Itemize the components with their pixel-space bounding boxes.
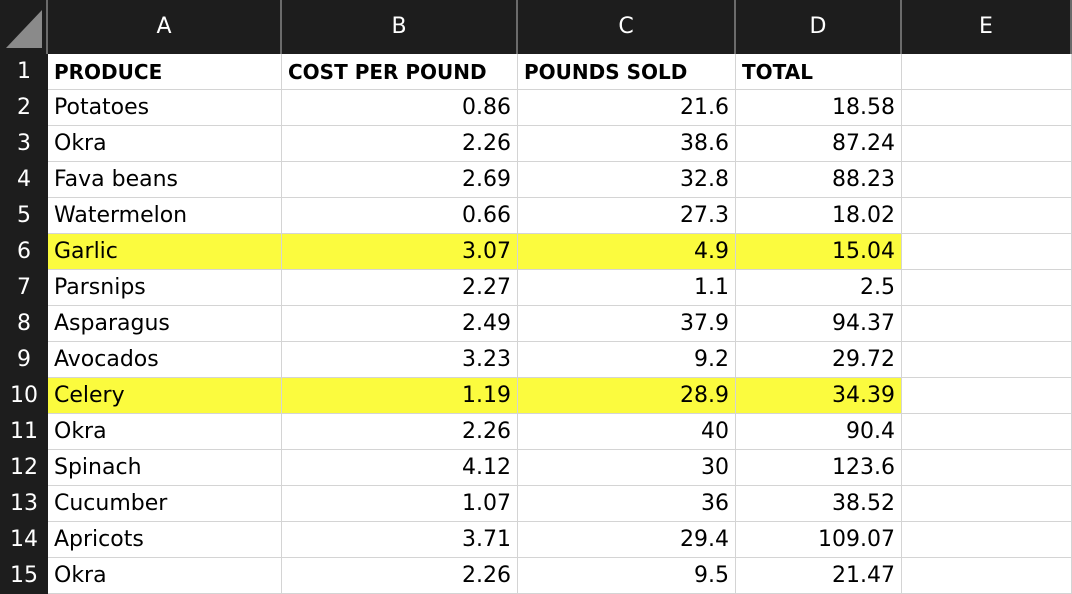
produce-cell[interactable]: Okra xyxy=(48,414,282,450)
total-cell[interactable]: 87.24 xyxy=(736,126,902,162)
cost-cell[interactable]: 2.27 xyxy=(282,270,518,306)
column-header-c[interactable]: C xyxy=(518,0,736,54)
produce-cell[interactable]: Celery xyxy=(48,378,282,414)
row-header-2[interactable]: 2 xyxy=(0,90,48,126)
produce-cell[interactable]: Okra xyxy=(48,558,282,594)
total-cell[interactable]: 94.37 xyxy=(736,306,902,342)
total-cell[interactable]: 88.23 xyxy=(736,162,902,198)
cost-cell[interactable]: 2.26 xyxy=(282,414,518,450)
pounds-cell[interactable]: 32.8 xyxy=(518,162,736,198)
produce-cell[interactable]: Avocados xyxy=(48,342,282,378)
header-cell-total[interactable]: TOTAL xyxy=(736,54,902,90)
empty-cell[interactable] xyxy=(902,270,1072,306)
pounds-cell[interactable]: 38.6 xyxy=(518,126,736,162)
row-header-3[interactable]: 3 xyxy=(0,126,48,162)
empty-cell[interactable] xyxy=(902,486,1072,522)
header-cell-pounds-sold[interactable]: POUNDS SOLD xyxy=(518,54,736,90)
produce-cell[interactable]: Watermelon xyxy=(48,198,282,234)
cost-cell[interactable]: 2.69 xyxy=(282,162,518,198)
produce-cell[interactable]: Spinach xyxy=(48,450,282,486)
row-header-4[interactable]: 4 xyxy=(0,162,48,198)
cost-cell[interactable]: 4.12 xyxy=(282,450,518,486)
empty-cell[interactable] xyxy=(902,558,1072,594)
column-header-b[interactable]: B xyxy=(282,0,518,54)
row-header-9[interactable]: 9 xyxy=(0,342,48,378)
cost-cell[interactable]: 2.49 xyxy=(282,306,518,342)
row-header-5[interactable]: 5 xyxy=(0,198,48,234)
produce-cell[interactable]: Okra xyxy=(48,126,282,162)
pounds-cell[interactable]: 1.1 xyxy=(518,270,736,306)
total-cell[interactable]: 38.52 xyxy=(736,486,902,522)
produce-cell[interactable]: Asparagus xyxy=(48,306,282,342)
produce-cell[interactable]: Garlic xyxy=(48,234,282,270)
pounds-cell[interactable]: 9.5 xyxy=(518,558,736,594)
empty-cell[interactable] xyxy=(902,414,1072,450)
total-cell[interactable]: 18.02 xyxy=(736,198,902,234)
cost-cell[interactable]: 3.07 xyxy=(282,234,518,270)
cost-cell[interactable]: 2.26 xyxy=(282,126,518,162)
pounds-cell[interactable]: 30 xyxy=(518,450,736,486)
corner-triangle-icon xyxy=(6,10,42,48)
produce-cell[interactable]: Fava beans xyxy=(48,162,282,198)
empty-cell[interactable] xyxy=(902,306,1072,342)
cost-cell[interactable]: 3.71 xyxy=(282,522,518,558)
row-header-7[interactable]: 7 xyxy=(0,270,48,306)
pounds-cell[interactable]: 40 xyxy=(518,414,736,450)
cost-cell[interactable]: 1.07 xyxy=(282,486,518,522)
pounds-cell[interactable]: 37.9 xyxy=(518,306,736,342)
produce-cell[interactable]: Parsnips xyxy=(48,270,282,306)
empty-cell[interactable] xyxy=(902,198,1072,234)
row-header-13[interactable]: 13 xyxy=(0,486,48,522)
empty-cell[interactable] xyxy=(902,234,1072,270)
header-cell-produce[interactable]: PRODUCE xyxy=(48,54,282,90)
total-cell[interactable]: 34.39 xyxy=(736,378,902,414)
pounds-cell[interactable]: 28.9 xyxy=(518,378,736,414)
pounds-cell[interactable]: 9.2 xyxy=(518,342,736,378)
cost-cell[interactable]: 3.23 xyxy=(282,342,518,378)
total-cell[interactable]: 123.6 xyxy=(736,450,902,486)
produce-cell[interactable]: Cucumber xyxy=(48,486,282,522)
row-header-8[interactable]: 8 xyxy=(0,306,48,342)
empty-cell[interactable] xyxy=(902,522,1072,558)
row-header-11[interactable]: 11 xyxy=(0,414,48,450)
pounds-cell[interactable]: 36 xyxy=(518,486,736,522)
total-cell[interactable]: 90.4 xyxy=(736,414,902,450)
empty-cell[interactable] xyxy=(902,54,1072,90)
pounds-cell[interactable]: 29.4 xyxy=(518,522,736,558)
produce-cell[interactable]: Potatoes xyxy=(48,90,282,126)
row-header-6[interactable]: 6 xyxy=(0,234,48,270)
empty-cell[interactable] xyxy=(902,126,1072,162)
total-cell[interactable]: 21.47 xyxy=(736,558,902,594)
cost-cell[interactable]: 0.86 xyxy=(282,90,518,126)
cost-cell[interactable]: 1.19 xyxy=(282,378,518,414)
empty-cell[interactable] xyxy=(902,90,1072,126)
row-header-10[interactable]: 10 xyxy=(0,378,48,414)
empty-cell[interactable] xyxy=(902,378,1072,414)
pounds-cell[interactable]: 4.9 xyxy=(518,234,736,270)
pounds-cell[interactable]: 27.3 xyxy=(518,198,736,234)
total-cell[interactable]: 109.07 xyxy=(736,522,902,558)
total-cell[interactable]: 15.04 xyxy=(736,234,902,270)
column-header-d[interactable]: D xyxy=(736,0,902,54)
row-header-14[interactable]: 14 xyxy=(0,522,48,558)
total-cell[interactable]: 18.58 xyxy=(736,90,902,126)
pounds-cell[interactable]: 21.6 xyxy=(518,90,736,126)
row-header-15[interactable]: 15 xyxy=(0,558,48,594)
header-cell-cost-per-pound[interactable]: COST PER POUND xyxy=(282,54,518,90)
empty-cell[interactable] xyxy=(902,450,1072,486)
column-header-a[interactable]: A xyxy=(48,0,282,54)
row-header-12[interactable]: 12 xyxy=(0,450,48,486)
select-all-corner[interactable] xyxy=(0,0,48,54)
column-header-e[interactable]: E xyxy=(902,0,1072,54)
total-cell[interactable]: 2.5 xyxy=(736,270,902,306)
empty-cell[interactable] xyxy=(902,342,1072,378)
cost-cell[interactable]: 0.66 xyxy=(282,198,518,234)
total-cell[interactable]: 29.72 xyxy=(736,342,902,378)
empty-cell[interactable] xyxy=(902,162,1072,198)
row-header-1[interactable]: 1 xyxy=(0,54,48,90)
produce-cell[interactable]: Apricots xyxy=(48,522,282,558)
cost-cell[interactable]: 2.26 xyxy=(282,558,518,594)
